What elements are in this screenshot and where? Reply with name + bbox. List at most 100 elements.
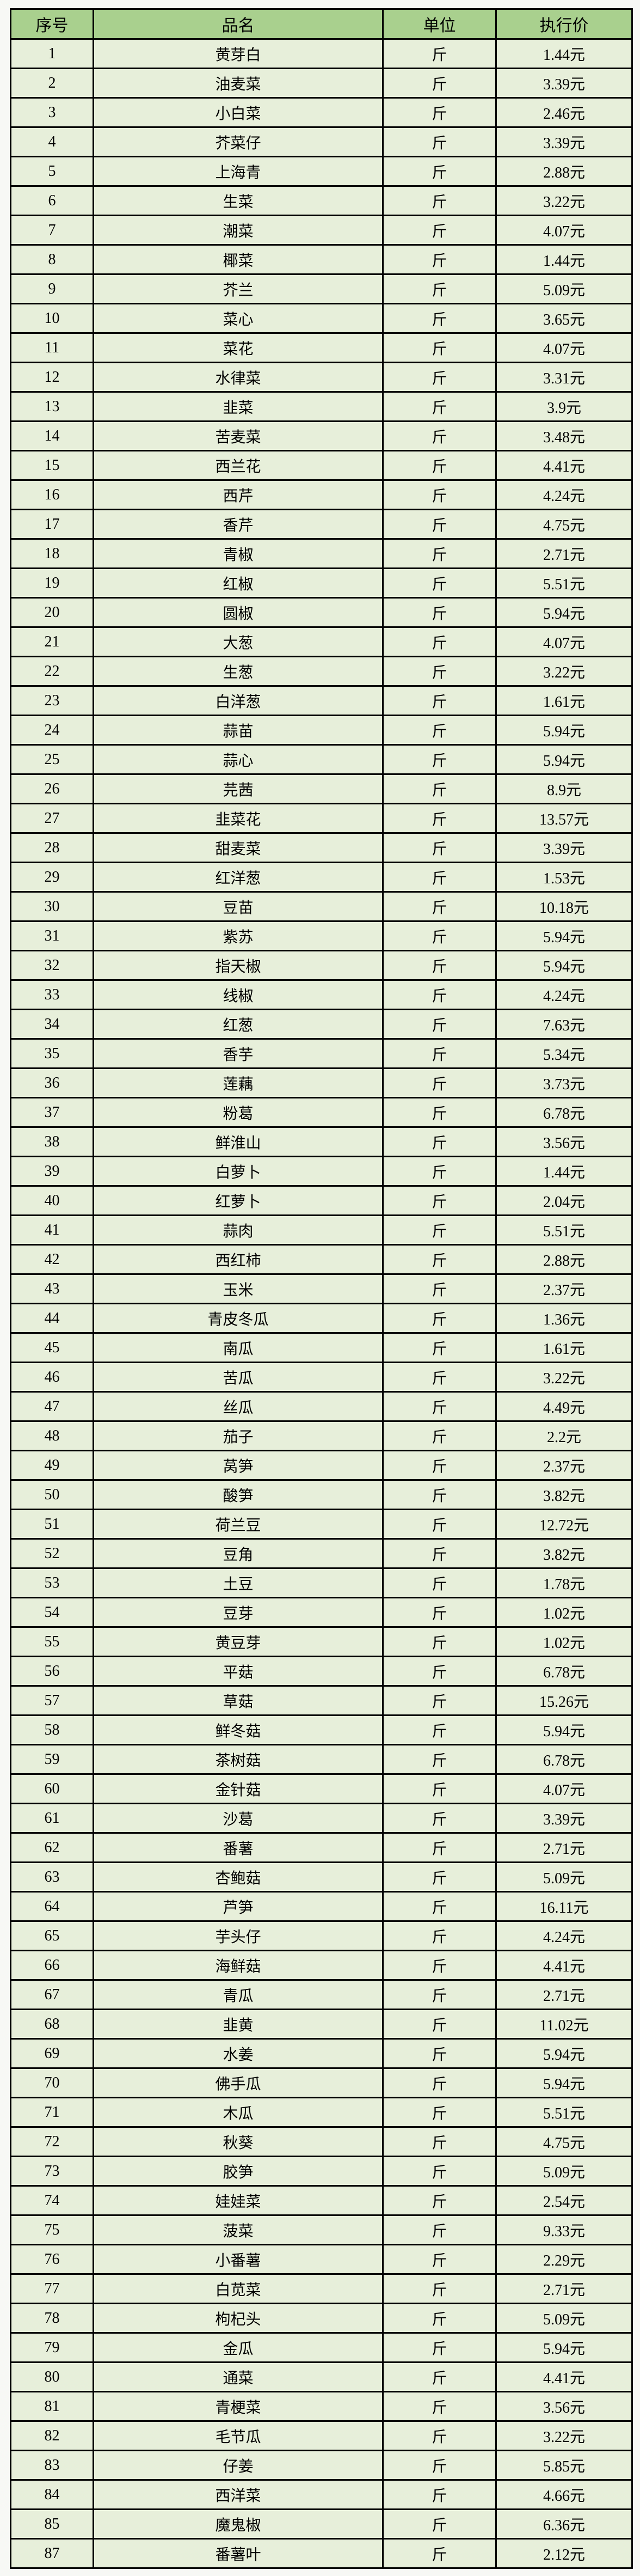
cell-name: 仔姜 [93, 2450, 384, 2481]
cell-price: 12.72元 [495, 1509, 633, 1540]
table-row: 8 椰菜斤 1.44元 [10, 244, 633, 275]
cell-name: 枸杞头 [93, 2303, 384, 2334]
table-row: 43 玉米斤 2.37元 [10, 1273, 633, 1304]
cell-unit: 斤 [382, 803, 497, 834]
table-body: 1 黄芽白斤 1.44元 2 油麦菜斤 3.39元 3 小白菜斤 2.46元 4 芥菜仔斤 3.39元… [10, 38, 633, 2569]
table-row: 27 韭菜花斤 13.57元 [10, 803, 633, 834]
cell-unit: 斤 [382, 2273, 497, 2304]
cell-no: 50 [10, 1479, 94, 1510]
cell-price: 3.39元 [495, 832, 633, 863]
cell-unit: 斤 [382, 1038, 497, 1069]
cell-no: 45 [10, 1332, 94, 1363]
cell-no: 82 [10, 2420, 94, 2451]
cell-name: 豆角 [93, 1538, 384, 1569]
table-row: 37 粉葛斤 6.78元 [10, 1097, 633, 1128]
cell-name: 草菇 [93, 1685, 384, 1716]
table-row: 33 线椒斤 4.24元 [10, 979, 633, 1010]
table-row: 20 圆椒斤 5.94元 [10, 597, 633, 628]
cell-unit: 斤 [382, 1332, 497, 1363]
cell-unit: 斤 [382, 1950, 497, 1981]
cell-name: 甜麦菜 [93, 832, 384, 863]
cell-name: 蒜苗 [93, 715, 384, 746]
cell-no: 76 [10, 2244, 94, 2275]
cell-price: 5.51元 [495, 2097, 633, 2128]
cell-no: 30 [10, 891, 94, 922]
cell-name: 西兰花 [93, 450, 384, 481]
cell-price: 1.78元 [495, 1567, 633, 1598]
cell-name: 上海青 [93, 156, 384, 187]
cell-price: 3.22元 [495, 2420, 633, 2451]
cell-name: 红葱 [93, 1009, 384, 1040]
table-row: 16 西芹斤 4.24元 [10, 479, 633, 510]
table-row: 11 菜花斤 4.07元 [10, 332, 633, 363]
cell-no: 25 [10, 744, 94, 775]
table-row: 47 丝瓜斤 4.49元 [10, 1391, 633, 1422]
cell-no: 74 [10, 2185, 94, 2216]
cell-unit: 斤 [382, 1744, 497, 1775]
cell-no: 41 [10, 1214, 94, 1246]
table-row: 1 黄芽白斤 1.44元 [10, 38, 633, 69]
cell-unit: 斤 [382, 1891, 497, 1922]
cell-price: 5.09元 [495, 2156, 633, 2187]
cell-no: 73 [10, 2156, 94, 2187]
cell-name: 红萝卜 [93, 1185, 384, 1216]
cell-unit: 斤 [382, 1920, 497, 1951]
cell-unit: 斤 [382, 1832, 497, 1863]
cell-name: 豆芽 [93, 1597, 384, 1628]
cell-unit: 斤 [382, 1067, 497, 1098]
cell-name: 小白菜 [93, 97, 384, 128]
cell-no: 60 [10, 1773, 94, 1804]
cell-price: 5.85元 [495, 2450, 633, 2481]
cell-no: 61 [10, 1803, 94, 1834]
vegetable-price-table: 序号 品名 单位 执行价 1 黄芽白斤 1.44元 2 油麦菜斤 3.39元 3 小白菜斤 2.… [10, 8, 633, 2569]
cell-no: 37 [10, 1097, 94, 1128]
cell-price: 5.94元 [495, 2332, 633, 2363]
cell-unit: 斤 [382, 1420, 497, 1451]
cell-name: 土豆 [93, 1567, 384, 1598]
header-name: 品名 [93, 8, 384, 40]
cell-unit: 斤 [382, 303, 497, 334]
cell-price: 3.48元 [495, 420, 633, 451]
cell-name: 酸笋 [93, 1479, 384, 1510]
cell-name: 圆椒 [93, 597, 384, 628]
cell-price: 4.75元 [495, 2126, 633, 2157]
cell-unit: 斤 [382, 2156, 497, 2187]
cell-no: 13 [10, 391, 94, 422]
cell-unit: 斤 [382, 1803, 497, 1834]
cell-unit: 斤 [382, 1979, 497, 2010]
cell-name: 白洋葱 [93, 685, 384, 716]
cell-name: 白萝卜 [93, 1156, 384, 1187]
cell-unit: 斤 [382, 1273, 497, 1304]
table-row: 32 指天椒斤 5.94元 [10, 950, 633, 981]
cell-price: 8.9元 [495, 773, 633, 804]
table-row: 81 青梗菜斤 3.56元 [10, 2391, 633, 2422]
cell-price: 11.02元 [495, 2009, 633, 2040]
table-row: 82 毛节瓜斤 3.22元 [10, 2420, 633, 2451]
table-row: 52 豆角斤 3.82元 [10, 1538, 633, 1569]
cell-price: 5.09元 [495, 1861, 633, 1893]
cell-name: 韭菜花 [93, 803, 384, 834]
cell-no: 28 [10, 832, 94, 863]
cell-no: 81 [10, 2391, 94, 2422]
cell-unit: 斤 [382, 97, 497, 128]
table-row: 22 生葱斤 3.22元 [10, 656, 633, 687]
cell-price: 3.56元 [495, 1126, 633, 1157]
cell-price: 5.94元 [495, 2038, 633, 2069]
table-row: 31 紫苏斤 5.94元 [10, 920, 633, 951]
cell-price: 1.61元 [495, 685, 633, 716]
cell-name: 通菜 [93, 2361, 384, 2392]
cell-no: 53 [10, 1567, 94, 1598]
cell-name: 魔鬼椒 [93, 2508, 384, 2540]
cell-unit: 斤 [382, 1185, 497, 1216]
table-row: 46 苦瓜斤 3.22元 [10, 1362, 633, 1393]
cell-no: 44 [10, 1303, 94, 1334]
table-row: 63 杏鲍菇斤 5.09元 [10, 1861, 633, 1893]
cell-price: 3.22元 [495, 1362, 633, 1393]
cell-unit: 斤 [382, 1656, 497, 1687]
cell-unit: 斤 [382, 362, 497, 393]
cell-name: 指天椒 [93, 950, 384, 981]
cell-no: 78 [10, 2303, 94, 2334]
table-row: 18 青椒斤 2.71元 [10, 538, 633, 569]
cell-price: 2.2元 [495, 1420, 633, 1451]
cell-price: 3.39元 [495, 68, 633, 99]
